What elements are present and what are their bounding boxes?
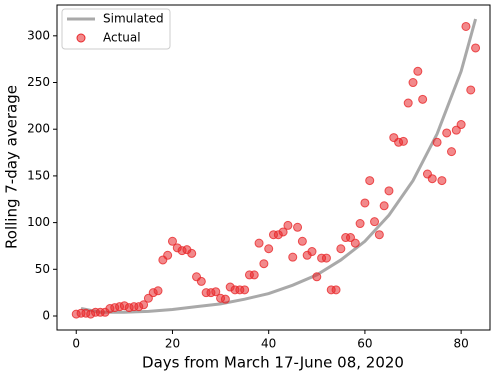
x-tick-label: 20 — [165, 337, 180, 351]
y-tick-label: 300 — [27, 28, 50, 42]
plot — [71, 18, 481, 319]
point — [312, 272, 322, 282]
point — [360, 198, 370, 208]
point — [456, 120, 466, 130]
point — [153, 286, 163, 296]
y-tick-label: 150 — [27, 168, 50, 182]
y-tick-label: 100 — [27, 215, 50, 229]
line — [80, 18, 478, 314]
y-tick-label: 50 — [35, 262, 50, 276]
x-tick-label: 0 — [72, 337, 80, 351]
point — [461, 21, 471, 31]
point — [345, 233, 355, 243]
point — [331, 285, 341, 295]
point — [442, 128, 452, 138]
point — [249, 270, 259, 280]
y-axis-label: Rolling 7-day average — [3, 85, 21, 249]
legend: Simulated Actual — [61, 8, 171, 50]
point — [398, 136, 408, 146]
point — [196, 276, 206, 286]
y-tick-label: 0 — [42, 308, 50, 322]
x-axis-label: Days from March 17-June 08, 2020 — [142, 354, 404, 372]
point — [167, 236, 177, 246]
point — [307, 247, 317, 257]
point — [336, 244, 346, 254]
y-tick-label: 250 — [27, 75, 50, 89]
point — [187, 248, 197, 258]
plot-frame — [56, 4, 491, 331]
point — [370, 217, 380, 227]
point — [432, 137, 442, 147]
point — [379, 201, 389, 211]
point — [254, 238, 264, 248]
point — [355, 219, 365, 229]
point — [288, 252, 298, 262]
point — [408, 78, 418, 88]
x-tick-label: 60 — [357, 337, 372, 351]
y-tick-label: 200 — [27, 122, 50, 136]
point — [264, 244, 274, 254]
point — [471, 43, 481, 53]
point — [427, 174, 437, 184]
point — [321, 253, 331, 263]
point — [403, 98, 413, 108]
point — [220, 294, 230, 304]
point — [384, 186, 394, 196]
legend-label: Actual — [103, 31, 141, 45]
point — [418, 94, 428, 104]
point — [283, 220, 293, 230]
point — [447, 147, 457, 157]
point — [466, 85, 476, 95]
point — [365, 176, 375, 186]
point — [143, 293, 153, 303]
x-tick-label: 80 — [453, 337, 468, 351]
point — [297, 236, 307, 246]
point — [374, 230, 384, 240]
point — [211, 287, 221, 297]
point — [163, 250, 173, 260]
point — [451, 125, 461, 135]
x-tick-label: 40 — [261, 337, 276, 351]
point — [350, 238, 360, 248]
legend-label: Simulated — [103, 12, 164, 26]
point — [437, 176, 447, 186]
point — [293, 222, 303, 232]
point — [259, 259, 269, 269]
point — [240, 285, 250, 295]
legend-swatch — [76, 33, 86, 43]
point — [278, 227, 288, 237]
point — [139, 300, 149, 310]
point — [413, 66, 423, 76]
